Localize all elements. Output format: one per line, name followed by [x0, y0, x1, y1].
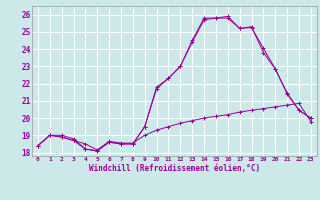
X-axis label: Windchill (Refroidissement éolien,°C): Windchill (Refroidissement éolien,°C) [89, 164, 260, 173]
